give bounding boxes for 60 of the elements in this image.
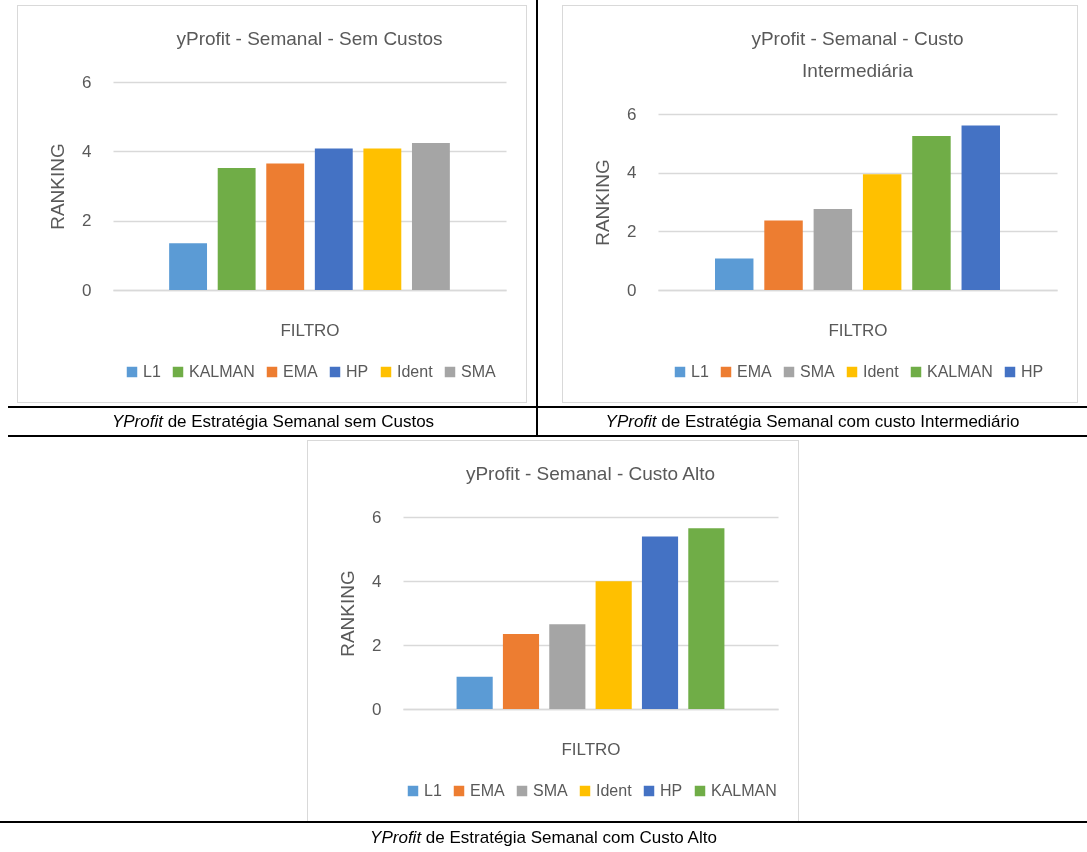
bar bbox=[715, 258, 754, 290]
legend-label: KALMAN bbox=[711, 782, 777, 799]
legend-label: L1 bbox=[691, 363, 709, 380]
legend-label: EMA bbox=[283, 363, 318, 380]
bar bbox=[813, 209, 853, 290]
bar bbox=[912, 136, 951, 290]
bar bbox=[549, 624, 586, 709]
bar bbox=[641, 536, 679, 709]
bar bbox=[169, 243, 208, 290]
bar bbox=[266, 163, 305, 290]
y-tick-label: 6 bbox=[627, 104, 637, 124]
y-tick-label: 4 bbox=[627, 163, 637, 183]
y-axis-title: RANKING bbox=[47, 143, 69, 230]
text: YProfit de Estratégia Semanal sem Custos bbox=[111, 411, 435, 432]
y-axis-title: RANKING bbox=[592, 159, 614, 246]
y-tick-label: 0 bbox=[82, 280, 92, 300]
legend-label: L1 bbox=[424, 782, 442, 799]
legend-label: SMA bbox=[800, 363, 835, 380]
legend-label: SMA bbox=[533, 782, 568, 799]
bar bbox=[764, 220, 803, 290]
y-tick-label: 2 bbox=[372, 635, 382, 655]
legend-label: EMA bbox=[737, 363, 772, 380]
bar bbox=[595, 581, 632, 709]
legend-label: Ident bbox=[596, 782, 633, 799]
y-tick-label: 0 bbox=[372, 699, 382, 719]
legend-label: HP bbox=[346, 363, 369, 380]
y-tick-label: 2 bbox=[82, 211, 92, 231]
text: YProfit de Estratégia Semanal com Custo Alto bbox=[370, 827, 717, 848]
chart-title: yProfit - Semanal - Custo Alto bbox=[465, 463, 716, 484]
legend-label: EMA bbox=[470, 782, 505, 799]
bar bbox=[217, 167, 256, 290]
chart-title: yProfit - Semanal - Custo Intermediária bbox=[751, 28, 964, 81]
bar bbox=[456, 676, 493, 709]
y-tick-label: 6 bbox=[82, 72, 92, 92]
legend-label: L1 bbox=[143, 363, 161, 380]
chart-title: yProfit - Semanal - Sem Custos bbox=[176, 28, 443, 49]
y-axis-title: RANKING bbox=[337, 570, 359, 657]
bar bbox=[363, 148, 402, 290]
legend-label: SMA bbox=[461, 363, 496, 380]
text: YProfit de Estratégia Semanal com custo Intermediário bbox=[605, 411, 1020, 432]
bar bbox=[411, 143, 450, 290]
bar bbox=[688, 528, 725, 709]
legend-label: HP bbox=[1021, 363, 1044, 380]
bar bbox=[314, 148, 353, 290]
y-tick-label: 6 bbox=[372, 507, 382, 527]
x-axis-title: FILTRO bbox=[561, 739, 621, 759]
y-tick-label: 4 bbox=[372, 571, 382, 591]
x-axis-title: FILTRO bbox=[828, 320, 888, 340]
x-axis-title: FILTRO bbox=[280, 320, 340, 340]
bar bbox=[862, 174, 902, 290]
bar bbox=[961, 125, 1000, 290]
legend-label: KALMAN bbox=[927, 363, 993, 380]
y-tick-label: 4 bbox=[82, 141, 92, 161]
bar bbox=[502, 634, 540, 709]
y-tick-label: 2 bbox=[627, 221, 637, 241]
legend-label: HP bbox=[660, 782, 683, 799]
y-tick-label: 0 bbox=[627, 280, 637, 300]
legend-label: KALMAN bbox=[189, 363, 255, 380]
legend-label: Ident bbox=[397, 363, 434, 380]
legend-label: Ident bbox=[863, 363, 900, 380]
